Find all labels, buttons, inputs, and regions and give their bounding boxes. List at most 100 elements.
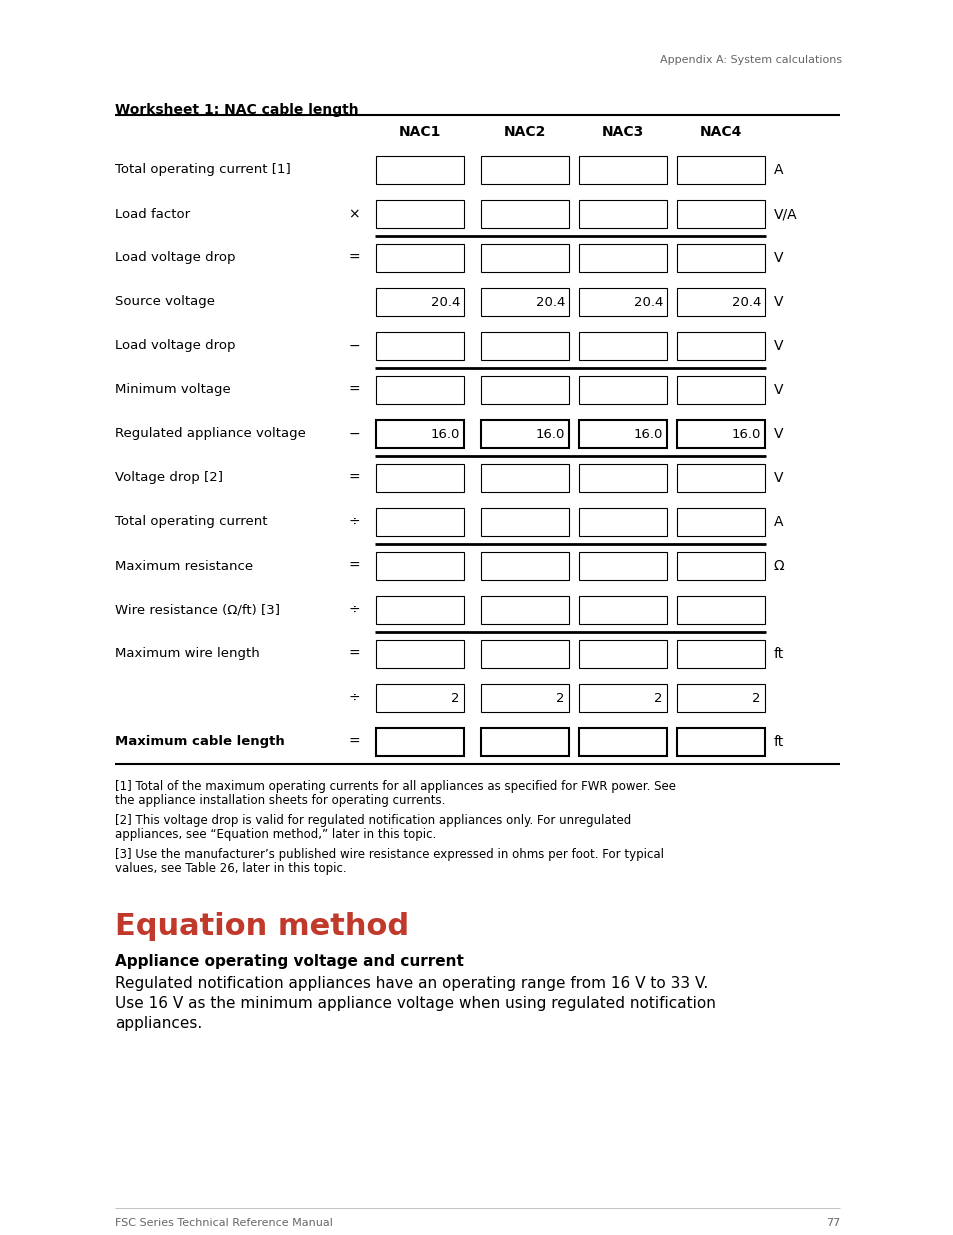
Text: 2: 2 [451,692,459,704]
Text: ÷: ÷ [348,515,359,529]
Bar [578,375,666,404]
Bar [375,332,463,359]
Text: Maximum wire length: Maximum wire length [115,647,259,661]
Bar [677,200,764,228]
Bar [375,727,463,756]
Text: Source voltage: Source voltage [115,295,214,309]
Bar [677,156,764,184]
Bar [578,288,666,316]
Text: appliances.: appliances. [115,1016,202,1031]
Text: V: V [773,383,782,396]
Text: =: = [348,559,359,573]
Text: [2] This voltage drop is valid for regulated notification appliances only. For u: [2] This voltage drop is valid for regul… [115,814,631,827]
Text: 16.0: 16.0 [430,427,459,441]
Text: Load factor: Load factor [115,207,190,221]
Text: =: = [348,383,359,396]
Text: 20.4: 20.4 [535,295,564,309]
Bar [480,420,568,448]
Text: Regulated notification appliances have an operating range from 16 V to 33 V.: Regulated notification appliances have a… [115,976,707,990]
Bar [375,156,463,184]
Text: Load voltage drop: Load voltage drop [115,340,235,352]
Text: Total operating current: Total operating current [115,515,267,529]
Bar [677,245,764,272]
Text: 20.4: 20.4 [731,295,760,309]
Text: Load voltage drop: Load voltage drop [115,252,235,264]
Text: A: A [773,163,782,177]
Bar [677,597,764,624]
Text: Worksheet 1: NAC cable length: Worksheet 1: NAC cable length [115,103,358,117]
Bar [578,597,666,624]
Text: Voltage drop [2]: Voltage drop [2] [115,472,223,484]
Text: Regulated appliance voltage: Regulated appliance voltage [115,427,306,441]
Text: Appendix A: System calculations: Appendix A: System calculations [659,56,841,65]
Text: Equation method: Equation method [115,911,409,941]
Bar [677,288,764,316]
Bar [375,420,463,448]
Bar [677,727,764,756]
Text: Ω: Ω [773,559,783,573]
Bar [375,552,463,580]
Bar [480,727,568,756]
Text: appliances, see “Equation method,” later in this topic.: appliances, see “Equation method,” later… [115,827,436,841]
Text: V: V [773,251,782,266]
Text: V: V [773,338,782,353]
Bar [480,200,568,228]
Text: 16.0: 16.0 [731,427,760,441]
Text: Use 16 V as the minimum appliance voltage when using regulated notification: Use 16 V as the minimum appliance voltag… [115,995,715,1011]
Text: the appliance installation sheets for operating currents.: the appliance installation sheets for op… [115,794,445,806]
Bar [480,552,568,580]
Bar [375,684,463,713]
Bar [480,597,568,624]
Text: values, see Table 26, later in this topic.: values, see Table 26, later in this topi… [115,862,346,876]
Text: −: − [348,427,359,441]
Text: −: − [348,338,359,353]
Text: ×: × [348,207,359,221]
Text: NAC4: NAC4 [700,125,741,140]
Bar [677,552,764,580]
Text: ÷: ÷ [348,603,359,618]
Text: V: V [773,295,782,309]
Bar [578,640,666,668]
Text: ft: ft [773,647,783,661]
Bar [578,508,666,536]
Bar [375,640,463,668]
Text: FSC Series Technical Reference Manual: FSC Series Technical Reference Manual [115,1218,333,1228]
Bar [480,464,568,492]
Text: V: V [773,427,782,441]
Text: 2: 2 [654,692,662,704]
Bar [480,245,568,272]
Bar [480,508,568,536]
Bar [677,464,764,492]
Bar [578,727,666,756]
Bar [480,332,568,359]
Bar [375,200,463,228]
Bar [375,464,463,492]
Bar [677,420,764,448]
Text: Appliance operating voltage and current: Appliance operating voltage and current [115,953,463,969]
Bar [375,508,463,536]
Bar [480,288,568,316]
Text: Wire resistance (Ω/ft) [3]: Wire resistance (Ω/ft) [3] [115,604,280,616]
Bar [677,684,764,713]
Bar [480,375,568,404]
Bar [375,375,463,404]
Bar [578,420,666,448]
Text: 20.4: 20.4 [430,295,459,309]
Bar [677,640,764,668]
Text: 16.0: 16.0 [535,427,564,441]
Text: Minimum voltage: Minimum voltage [115,384,231,396]
Bar [480,640,568,668]
Bar [578,464,666,492]
Text: NAC1: NAC1 [398,125,440,140]
Text: Maximum resistance: Maximum resistance [115,559,253,573]
Bar [578,245,666,272]
Text: 16.0: 16.0 [633,427,662,441]
Text: ft: ft [773,735,783,748]
Text: V: V [773,471,782,485]
Text: 20.4: 20.4 [633,295,662,309]
Text: =: = [348,251,359,266]
Bar [578,684,666,713]
Text: A: A [773,515,782,529]
Text: V/A: V/A [773,207,797,221]
Text: 77: 77 [825,1218,840,1228]
